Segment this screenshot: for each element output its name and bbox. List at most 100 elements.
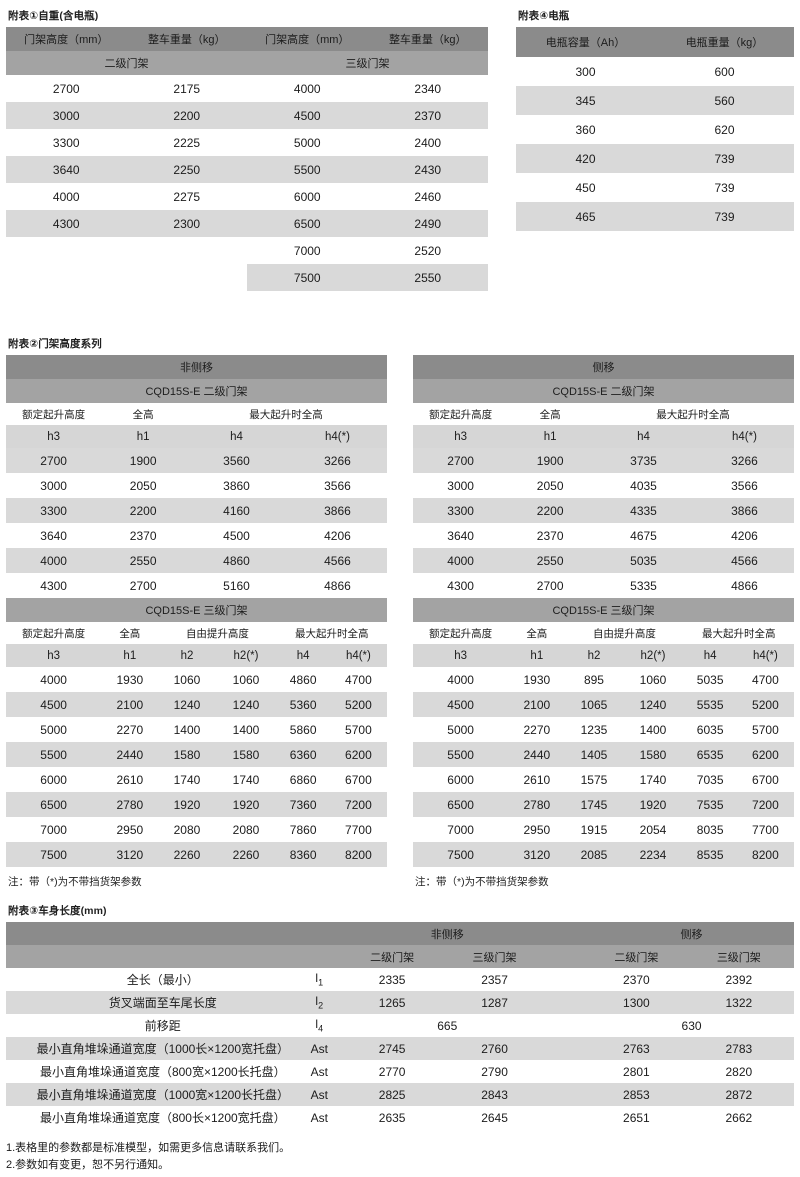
table1-three-stage-weight: 2430 — [414, 162, 442, 177]
table2-non-sideshift-three-stage-cell: 5360 — [289, 697, 317, 712]
table2-non-sideshift-two-stage-row: 4300 2700 5160 4866 — [6, 573, 387, 598]
table2-non-sideshift-two-stage-row: 3000 2050 3860 3566 — [6, 473, 387, 498]
table2-non-sideshift-three-stage-label-row: 额定起升高度 全高 自由提升高度 最大起升时全高 — [6, 622, 387, 644]
table2-sideshift-three-stage-cell: 1405 — [580, 747, 608, 762]
table2-non-sideshift-three-stage-cell: 1060 — [232, 672, 260, 687]
table2-sideshift-group-title: 侧移 — [592, 362, 615, 374]
table2-sideshift-three-stage-cell: 7200 — [752, 797, 779, 812]
table3-subcol-1: 三级门架 — [472, 951, 517, 964]
table2-sideshift-three-stage-row: 6000 2610 1575 1740 7035 6700 — [413, 767, 794, 792]
table3-row-label: 最小直角堆垛通道宽度（1000长×1200宽托盘） — [36, 1042, 290, 1056]
table1-row: 4000 2275 6000 2460 — [6, 183, 488, 210]
table2-non-sideshift-two-stage-cell: 5160 — [223, 578, 250, 593]
table4-weight: 739 — [714, 151, 735, 166]
table4-row: 465 739 — [516, 202, 794, 231]
table2-non-sideshift-three-stage-row: 7000 2950 2080 2080 7860 7700 — [6, 817, 387, 842]
table2-sideshift-three-stage-cell: 6700 — [752, 772, 779, 787]
table2-non-sideshift-two-stage-cell: 3640 — [40, 528, 67, 543]
table3-row: 全长（最小） l1 2335 2357 2370 2392 — [6, 968, 794, 991]
table3-value-non-sideshift-two-stage: 1265 — [378, 995, 406, 1010]
table1-col-header-1: 整车重量（kg） — [147, 34, 226, 46]
table3-value-non-sideshift-two-stage: 2745 — [378, 1041, 406, 1056]
table2-sideshift-two-stage-row: 4000 2550 5035 4566 — [413, 548, 794, 573]
table1-three-stage-weight: 2370 — [414, 108, 442, 123]
table2-sideshift-three-stage-cell: 6000 — [447, 772, 474, 787]
table2-non-sideshift-two-stage-row: 3640 2370 4500 4206 — [6, 523, 387, 548]
table2-non-sideshift-two-stage-cell: 4206 — [324, 528, 351, 543]
table2-non-sideshift-three-stage-table: 额定起升高度 全高 自由提升高度 最大起升时全高 h3 h1 h2 h2(*) h4 h4(*) 4… — [6, 622, 387, 867]
table2-sideshift-three-stage-cell: 5200 — [752, 697, 779, 712]
table2-non-sideshift-three-stage-cell: 1580 — [173, 747, 201, 762]
table2-sideshift-three-stage-label-row: 额定起升高度 全高 自由提升高度 最大起升时全高 — [413, 622, 794, 644]
table2-sideshift-two-stage-cell: 3000 — [447, 478, 474, 493]
table1-caption: 附表①自重(含电瓶) — [8, 10, 99, 22]
table2-non-sideshift-three-stage-cell: 7360 — [289, 797, 317, 812]
table2-sideshift-three-stage-row: 4000 1930 895 1060 5035 4700 — [413, 667, 794, 692]
table2-non-sideshift-three-stage-cell: 7500 — [40, 847, 67, 862]
table2-non-sideshift-two-stage-cell: 3266 — [324, 453, 351, 468]
table3-value-gap — [550, 968, 589, 991]
table3-row: 货叉端面至车尾长度 l2 1265 1287 1300 1322 — [6, 991, 794, 1014]
table2-non-sideshift-three-stage-cell: 2950 — [116, 822, 144, 837]
table2-non-sideshift-label-max-lift-height: 最大起升时全高 — [249, 408, 323, 421]
table2-sideshift-three-stage-cell: 6200 — [752, 747, 779, 762]
table1-three-stage-height: 4000 — [293, 81, 321, 96]
table2-sideshift-two-stage-cell: 3735 — [630, 453, 657, 468]
table3-value-non-sideshift-three-stage: 2843 — [481, 1087, 508, 1102]
table1-empty-cell — [6, 264, 127, 291]
table2-non-sideshift-two-stage-symbol-h4: h4(*) — [324, 430, 350, 443]
table1-empty-cell — [6, 237, 127, 264]
table2-non-sideshift-three-stage-cell: 2440 — [116, 747, 144, 762]
table2-non-sideshift-three-stage-cell: 4700 — [345, 672, 372, 687]
table2-sideshift-group-title-row: 侧移 — [413, 355, 794, 379]
table4-capacity: 420 — [575, 151, 596, 166]
table2-sideshift-two-stage-model-row: CQD15S-E 二级门架 — [413, 379, 794, 403]
table3-value-gap — [550, 1083, 589, 1106]
table2-sideshift-two-stage-symbol-h4: h4(*) — [731, 430, 757, 443]
table2-non-sideshift-two-stage-cell: 4860 — [223, 553, 250, 568]
table2-non-sideshift-label-overall-height: 全高 — [119, 627, 141, 640]
table1-row: 2700 2175 4000 2340 — [6, 75, 488, 102]
table1-two-stage-height: 3000 — [52, 108, 80, 123]
table3-row: 前移距 l4 665 630 — [6, 1014, 794, 1037]
table2-non-sideshift-three-stage-cell: 4000 — [40, 672, 67, 687]
table2-non-sideshift-two-stage-symbol-h1: h1 — [136, 430, 150, 443]
table2-non-sideshift-three-stage-cell: 2260 — [173, 847, 201, 862]
table2-sideshift-three-stage-symbol-h4: h4 — [703, 649, 717, 662]
table2-sideshift-two-stage-cell: 2700 — [447, 453, 474, 468]
table1-two-stage-height: 3640 — [52, 162, 80, 177]
table2-sideshift-three-stage-cell: 4000 — [447, 672, 474, 687]
table2-non-sideshift-group-title-row: 非侧移 — [6, 355, 387, 379]
table3-group-spacer — [6, 922, 345, 945]
table3-value-gap — [550, 1106, 589, 1129]
table2-non-sideshift-three-stage-cell: 5200 — [345, 697, 372, 712]
table2-non-sideshift-two-stage-cell: 2200 — [129, 503, 157, 518]
table2-non-sideshift-three-stage-cell: 2780 — [116, 797, 144, 812]
table2-non-sideshift-two-stage-model: CQD15S-E 二级门架 — [145, 386, 248, 398]
table3-value-sideshift-two-stage: 1300 — [623, 995, 650, 1010]
table2-sideshift-three-stage-cell: 4700 — [752, 672, 779, 687]
table2-sideshift-three-stage-cell: 1745 — [580, 797, 608, 812]
table2-non-sideshift-two-stage-cell: 3566 — [324, 478, 351, 493]
table2-non-sideshift-two-stage-label-row: 额定起升高度 全高 最大起升时全高 — [6, 403, 387, 425]
table1-two-stage-weight: 2225 — [173, 135, 201, 150]
table4: 电瓶容量（Ah） 电瓶重量（kg） 300 600 345 560 360 620 420 739… — [516, 27, 794, 231]
table3-value-sideshift-two-stage: 2651 — [623, 1110, 650, 1125]
table3-row-label: 全长（最小） — [126, 973, 199, 987]
table2-non-sideshift-three-stage-cell: 6200 — [345, 747, 372, 762]
table2-non-sideshift-three-stage-row: 5000 2270 1400 1400 5860 5700 — [6, 717, 387, 742]
table4-capacity: 360 — [575, 122, 596, 137]
table2-sideshift-three-stage-cell: 1400 — [639, 722, 667, 737]
table2-non-sideshift-three-stage-symbol-h2: h2(*) — [233, 649, 259, 662]
table2-non-sideshift-three-stage-cell: 1240 — [173, 697, 201, 712]
table4-weight: 600 — [714, 64, 735, 79]
table1-block: 附表①自重(含电瓶) 门架高度（mm） 整车重量（kg） 门架高度（mm） 整车重量（… — [6, 8, 488, 291]
table2-block: 附表②门架高度系列 非侧移 CQD15S-E 二级门架 额定起升高度 全高 最大起升时全… — [6, 336, 794, 889]
table2-non-sideshift-three-stage-cell: 5500 — [40, 747, 67, 762]
table1-empty-cell — [126, 237, 247, 264]
table1-three-stage-weight: 2460 — [414, 189, 442, 204]
table2-non-sideshift-column: 非侧移 CQD15S-E 二级门架 额定起升高度 全高 最大起升时全高 h3 h1 h4 h4(… — [6, 355, 387, 889]
table2-non-sideshift-three-stage-cell: 1740 — [232, 772, 260, 787]
table2-non-sideshift-two-stage-cell: 2700 — [40, 453, 67, 468]
table4-capacity: 300 — [575, 64, 596, 79]
